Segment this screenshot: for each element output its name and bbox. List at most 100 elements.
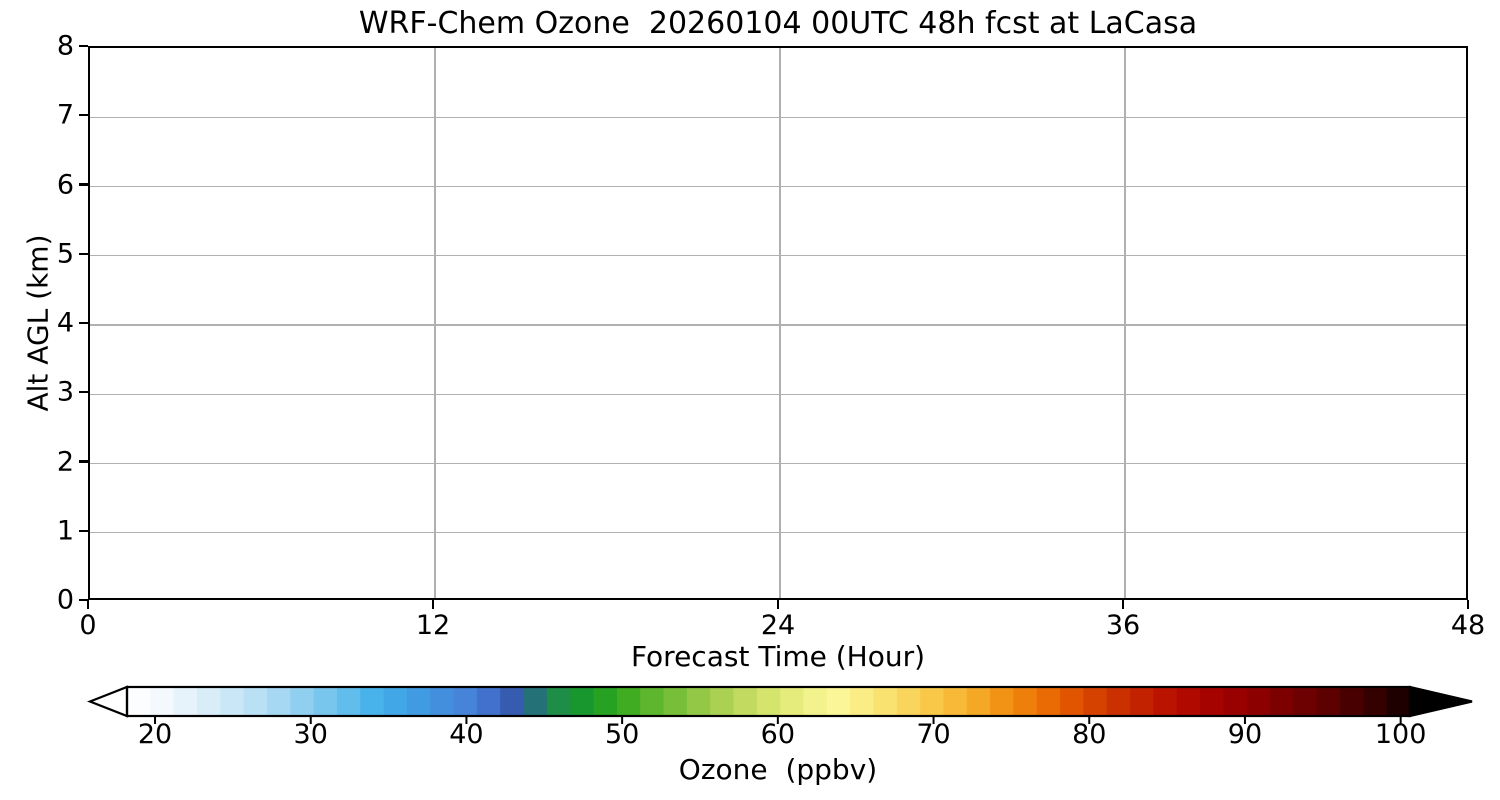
colorbar-segment — [616, 687, 641, 716]
colorbar-segment — [336, 687, 361, 716]
colorbar-tick-label-50: 50 — [604, 719, 640, 750]
colorbar-segment — [896, 687, 921, 716]
colorbar-segment — [1386, 687, 1411, 716]
colorbar-segment — [1013, 687, 1038, 716]
colorbar-segment — [733, 687, 758, 716]
gridline-y-4 — [90, 324, 1466, 326]
colorbar-segment — [593, 687, 618, 716]
colorbar-segment — [780, 687, 805, 716]
colorbar-segment — [1130, 687, 1154, 716]
y-tick-label-0: 0 — [56, 584, 74, 616]
x-tick-48 — [1466, 600, 1470, 609]
colorbar-segment — [1270, 687, 1294, 716]
colorbar-segment — [756, 687, 781, 716]
colorbar-segment — [500, 687, 525, 716]
y-tick-label-8: 8 — [56, 30, 74, 62]
gridline-y-6 — [90, 185, 1466, 188]
colorbar-under-arrow — [86, 685, 129, 718]
y-tick-2 — [79, 460, 88, 463]
colorbar-segment — [383, 687, 408, 716]
gridline-x-24 — [779, 48, 781, 598]
colorbar-segment — [453, 687, 478, 716]
colorbar-segment — [406, 687, 431, 716]
colorbar-border — [125, 685, 1412, 718]
colorbar-segment — [640, 687, 665, 716]
colorbar-segment — [220, 687, 245, 716]
colorbar-segment — [943, 687, 968, 716]
y-tick-label-7: 7 — [56, 99, 74, 131]
colorbar-segment — [360, 687, 385, 716]
colorbar-segment — [266, 687, 291, 716]
gridline-y-7 — [90, 116, 1466, 118]
x-tick-label-48: 48 — [1450, 610, 1486, 641]
y-tick-1 — [79, 529, 88, 532]
y-tick-8 — [79, 44, 88, 48]
colorbar-segment — [1083, 687, 1108, 716]
colorbar-segment — [1036, 687, 1061, 716]
colorbar-segment — [966, 687, 991, 716]
colorbar-over-arrow — [1408, 685, 1473, 718]
x-axis-label: Forecast Time (Hour) — [630, 640, 926, 673]
colorbar-segment — [1060, 687, 1085, 716]
colorbar-segment — [150, 687, 175, 716]
colorbar-segment — [290, 687, 315, 716]
y-tick-7 — [79, 114, 88, 117]
colorbar-segment — [710, 687, 735, 716]
colorbar-segment — [1153, 687, 1178, 716]
colorbar-segment — [1340, 687, 1364, 716]
colorbar-tick-label-100: 100 — [1374, 719, 1427, 750]
plot-area — [88, 46, 1468, 600]
y-tick-5 — [79, 252, 88, 255]
x-tick-0 — [86, 600, 90, 609]
x-tick-label-36: 36 — [1105, 610, 1141, 641]
y-tick-label-6: 6 — [56, 169, 74, 200]
colorbar-segment — [476, 687, 501, 716]
colorbar-segment — [663, 687, 688, 716]
colorbar-segment — [990, 687, 1015, 716]
gridline-y-5 — [90, 255, 1466, 257]
colorbar-tick-label-20: 20 — [137, 719, 173, 750]
gridline-y-1 — [90, 532, 1466, 534]
colorbar-segment — [1363, 687, 1388, 716]
x-tick-label-24: 24 — [760, 610, 796, 641]
colorbar-tick-label-90: 90 — [1227, 719, 1263, 750]
colorbar-segment — [1246, 687, 1271, 716]
y-tick-6 — [79, 183, 88, 186]
colorbar-segment — [1106, 687, 1131, 716]
gridline-x-36 — [1124, 48, 1126, 598]
gridline-y-3 — [90, 393, 1466, 395]
x-tick-36 — [1121, 600, 1125, 609]
colorbar-segment — [803, 687, 828, 716]
colorbar-segment — [920, 687, 945, 716]
y-tick-0 — [79, 598, 88, 602]
colorbar-label: Ozone (ppbv) — [678, 753, 878, 786]
colorbar-tick-label-30: 30 — [293, 719, 328, 750]
colorbar-segment — [1200, 687, 1224, 716]
colorbar-segment — [196, 687, 221, 716]
x-tick-24 — [776, 600, 780, 609]
y-tick-label-1: 1 — [56, 515, 74, 547]
y-axis-label: Alt AGL (km) — [21, 234, 55, 412]
colorbar-segment — [173, 687, 198, 716]
colorbar-segment — [850, 687, 875, 716]
x-tick-label-12: 12 — [415, 610, 451, 641]
x-tick-12 — [431, 600, 435, 609]
colorbar-segment — [523, 687, 548, 716]
chart-title: WRF-Chem Ozone 20260104 00UTC 48h fcst a… — [358, 6, 1198, 41]
x-tick-label-0: 0 — [79, 610, 97, 641]
colorbar-segment — [1223, 687, 1248, 716]
y-tick-label-5: 5 — [56, 238, 74, 270]
colorbar-segment — [1176, 687, 1201, 716]
colorbar-tick-label-40: 40 — [449, 719, 484, 750]
colorbar-segment — [686, 687, 711, 716]
colorbar-segment — [873, 687, 898, 716]
y-tick-label-3: 3 — [56, 376, 74, 408]
colorbar-segment — [546, 687, 571, 716]
colorbar-tick-label-60: 60 — [760, 719, 796, 750]
colorbar-segment — [1316, 687, 1341, 716]
colorbar-tick-label-70: 70 — [916, 719, 951, 750]
colorbar-segment — [570, 687, 595, 716]
colorbar-segment — [826, 687, 851, 716]
gridline-x-12 — [434, 48, 436, 598]
